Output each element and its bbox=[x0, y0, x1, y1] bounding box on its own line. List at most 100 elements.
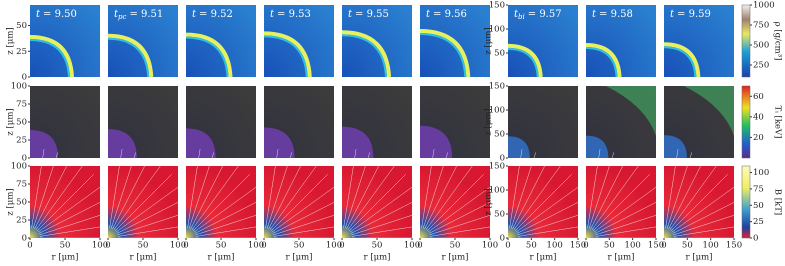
field-line bbox=[347, 165, 396, 231]
x-axis-label: r [μm] bbox=[52, 253, 79, 263]
y-tick-label: 0 bbox=[500, 234, 505, 244]
heatmap-panel bbox=[264, 5, 334, 77]
field-line bbox=[671, 184, 737, 233]
colorbar bbox=[741, 4, 751, 78]
field-line bbox=[117, 209, 194, 236]
panel-title: t = 9.59 bbox=[670, 9, 711, 20]
y-axis-label: z [μm] bbox=[6, 108, 16, 135]
field-line bbox=[34, 157, 72, 230]
field-line bbox=[595, 223, 675, 237]
title-value: = 9.52 bbox=[199, 9, 233, 20]
hot-spot bbox=[420, 125, 453, 158]
field-line bbox=[117, 223, 197, 237]
field-line bbox=[193, 184, 259, 233]
shell-arc-inner bbox=[263, 35, 308, 78]
x-tick-label: 100 bbox=[92, 241, 108, 251]
colorbar bbox=[741, 165, 751, 239]
shell-arc bbox=[585, 43, 622, 78]
field-line bbox=[114, 174, 172, 232]
colorbar-tick-label: 250 bbox=[753, 61, 769, 71]
colorbar-tick-label: 100 bbox=[753, 168, 769, 178]
field-line bbox=[422, 152, 449, 229]
hot-spot bbox=[508, 136, 530, 158]
x-tick-label: 0 bbox=[339, 241, 344, 251]
colorbar bbox=[741, 85, 751, 159]
hot-spot bbox=[108, 129, 137, 158]
x-tick-label: 150 bbox=[726, 241, 742, 251]
field-line bbox=[666, 152, 693, 229]
field-line bbox=[594, 196, 667, 234]
colorbar-tick-label: 500 bbox=[753, 41, 769, 51]
title-symbol: t bbox=[114, 9, 119, 20]
field-line bbox=[195, 209, 272, 236]
hot-spot bbox=[30, 130, 58, 158]
x-tick-label: 100 bbox=[248, 241, 264, 251]
field-line bbox=[343, 149, 357, 229]
field-line bbox=[509, 149, 523, 229]
title-symbol: t bbox=[36, 9, 41, 20]
y-tick-label: 150 bbox=[489, 82, 505, 92]
field-line bbox=[344, 152, 371, 229]
field-line bbox=[351, 209, 428, 236]
x-axis-label: r [μm] bbox=[364, 253, 391, 263]
colorbar-tick-label: 40 bbox=[753, 112, 764, 122]
x-tick-label: 50 bbox=[526, 241, 537, 251]
colorbar-tick-label: 0 bbox=[753, 234, 758, 244]
title-value: = 9.58 bbox=[599, 9, 633, 20]
colorbar-tick-label: 50 bbox=[753, 201, 764, 211]
field-line bbox=[35, 165, 84, 231]
field-line bbox=[665, 149, 679, 229]
hot-spot bbox=[264, 127, 295, 158]
x-axis-label: r [μm] bbox=[442, 253, 469, 263]
field-line bbox=[115, 184, 181, 233]
field-line bbox=[110, 152, 137, 229]
colorbar-tick-label: 1000 bbox=[753, 1, 775, 11]
shell-arc-inner bbox=[507, 47, 539, 78]
y-axis-label: z [μm] bbox=[6, 188, 16, 215]
field-line bbox=[268, 157, 306, 230]
hot-spot bbox=[186, 128, 216, 158]
hot-spot bbox=[586, 135, 609, 158]
x-tick-label: 150 bbox=[570, 241, 586, 251]
shell-arc bbox=[507, 43, 543, 78]
heatmap-panel bbox=[108, 5, 178, 77]
panel-title: t = 9.58 bbox=[592, 9, 633, 20]
x-tick-label: 100 bbox=[170, 241, 186, 251]
x-tick-label: 0 bbox=[261, 241, 266, 251]
y-tick-label: 25 bbox=[16, 216, 27, 226]
field-line bbox=[270, 174, 328, 232]
field-line bbox=[421, 149, 435, 229]
x-tick-label: 150 bbox=[648, 241, 664, 251]
shell-arc bbox=[663, 42, 701, 78]
shell-arc-inner bbox=[341, 34, 388, 78]
field-line bbox=[346, 157, 384, 230]
x-tick-label: 50 bbox=[372, 241, 383, 251]
shell-arc-inner bbox=[419, 33, 467, 78]
field-line bbox=[112, 157, 150, 230]
title-value: = 9.51 bbox=[129, 9, 163, 20]
field-line bbox=[592, 174, 650, 232]
shell-arc bbox=[29, 35, 74, 78]
field-line bbox=[31, 149, 45, 229]
field-line bbox=[350, 196, 423, 234]
y-tick-label: 100 bbox=[489, 106, 505, 116]
panel-title: t = 9.52 bbox=[192, 9, 233, 20]
colorbar-label: Tᵢ [keV] bbox=[773, 105, 783, 138]
field-line bbox=[269, 165, 318, 231]
y-tick-label: 100 bbox=[489, 25, 505, 35]
panel-title: tbi = 9.57 bbox=[514, 9, 562, 22]
panel-title: t = 9.56 bbox=[426, 9, 467, 20]
colorbar-tick-label: 25 bbox=[753, 217, 764, 227]
field-line bbox=[266, 152, 293, 229]
x-tick-label: 50 bbox=[60, 241, 71, 251]
y-tick-label: 0 bbox=[22, 73, 27, 83]
y-tick-label: 75 bbox=[16, 180, 27, 190]
field-line bbox=[515, 184, 581, 233]
panel-title: t = 9.53 bbox=[270, 9, 311, 20]
field-line bbox=[668, 157, 706, 230]
field-line bbox=[273, 209, 350, 236]
field-line bbox=[39, 209, 116, 236]
field-line bbox=[192, 174, 250, 232]
field-line bbox=[593, 184, 659, 233]
heatmap-panel bbox=[664, 5, 734, 77]
